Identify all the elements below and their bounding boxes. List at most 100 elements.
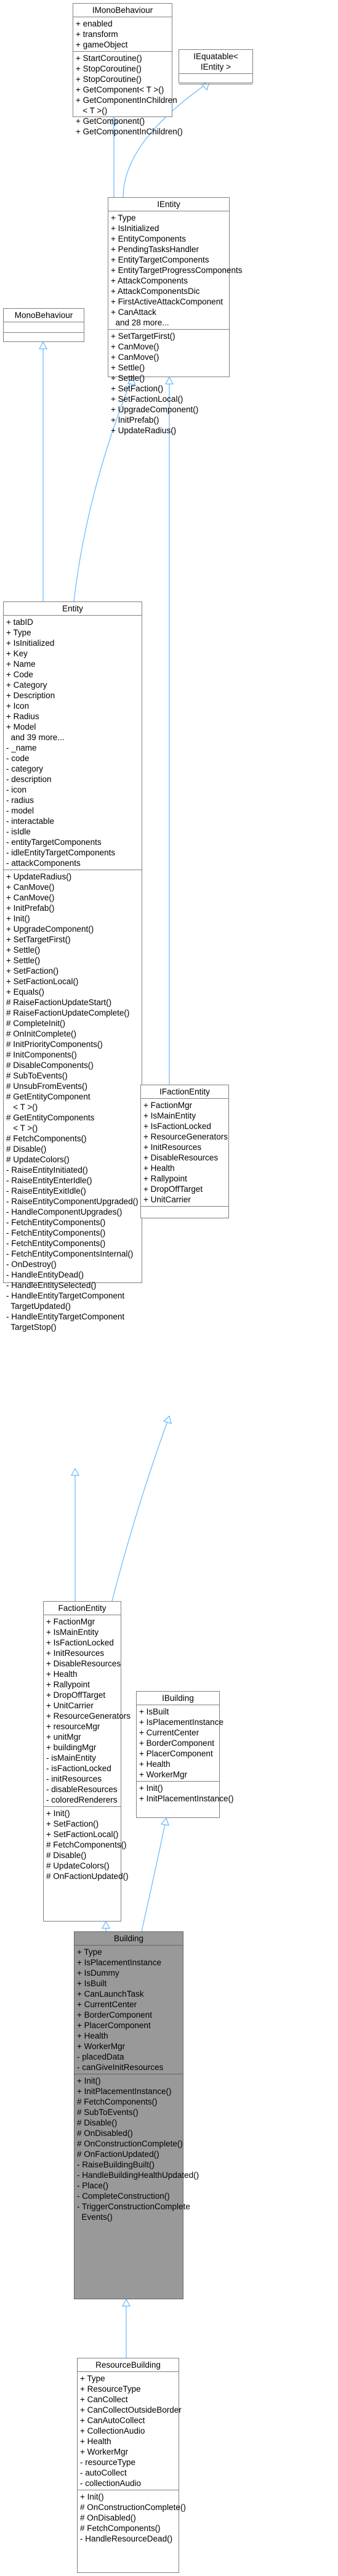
class-member[interactable]: + Type [6,628,31,637]
class-member[interactable]: - isFactionLocked [46,1764,111,1773]
class-member[interactable]: + BorderComponent [139,1738,214,1748]
class-member[interactable]: + IsBuilt [77,1979,107,1988]
class-member[interactable]: # DisableComponents() [6,1061,94,1070]
class-member[interactable]: - interactable [6,817,55,826]
class-iequatable[interactable]: IEquatable< IEntity > [179,49,253,84]
class-member[interactable]: + GetComponentInChildren() [76,127,183,136]
class-member[interactable]: - HandleBuildingHealthUpdated() [77,2170,199,2180]
class-member[interactable]: + buildingMgr [46,1743,97,1752]
class-member[interactable]: + IsPlacementInstance [77,1958,161,1967]
class-member[interactable]: + Health [77,2031,108,2040]
class-member[interactable]: - autoCollect [80,2468,127,2477]
class-member[interactable]: + SetTargetFirst() [111,332,175,341]
class-member[interactable]: - HandleEntityDead() [6,1270,84,1279]
class-member[interactable]: # FetchComponents() [77,2097,158,2106]
class-member[interactable]: - TriggerConstructionComplete Events() [77,2202,190,2222]
class-member[interactable]: + Health [139,1759,171,1769]
class-member[interactable]: + FactionMgr [143,1101,193,1110]
class-member[interactable]: + IsFactionLocked [143,1122,211,1131]
class-member[interactable]: + Rallypoint [143,1174,187,1183]
class-member[interactable]: + StartCoroutine() [76,54,142,63]
class-member[interactable]: - HandleComponentUpgrades() [6,1207,123,1217]
class-member[interactable]: + AttackComponents [111,276,188,285]
class-member[interactable]: # UpdateColors() [46,1861,110,1870]
class-member[interactable]: + Settle() [111,373,145,383]
class-member[interactable]: + Type [77,1947,102,1957]
class-member[interactable]: + WorkerMgr [139,1770,188,1779]
class-member[interactable]: # OnDisabled() [77,2129,133,2138]
class-member[interactable]: + Init() [46,1809,70,1818]
class-member[interactable]: + CurrentCenter [77,2000,137,2009]
class-member[interactable]: + Type [80,2374,105,2383]
class-member[interactable]: + Description [6,691,55,700]
class-member[interactable]: and 39 more... [6,733,65,742]
class-member[interactable]: + CanLaunchTask [77,1989,144,1999]
class-member[interactable]: + CanMove() [6,893,55,902]
class-member[interactable]: and 28 more... [111,318,169,327]
class-member[interactable]: # InitComponents() [6,1050,77,1059]
class-member[interactable]: - attackComponents [6,858,81,868]
class-member[interactable]: + SetFactionLocal() [111,394,183,404]
class-member[interactable]: + Init() [139,1783,163,1793]
class-member[interactable]: + PlacerComponent [77,2021,151,2030]
class-member[interactable]: # Disable() [6,1144,47,1154]
class-building[interactable]: Building + Type + IsPlacementInstance + Is… [74,1931,199,2299]
class-member[interactable]: # OnDisabled() [80,2513,136,2522]
class-member[interactable]: + DropOffTarget [143,1184,203,1194]
class-member[interactable]: - initResources [46,1774,102,1783]
class-member[interactable]: - radius [6,796,34,805]
class-member[interactable]: + GetComponent< T >() [76,85,164,94]
class-member[interactable]: + GetComponent() [76,116,145,126]
class-member[interactable]: + Health [143,1164,175,1173]
class-member[interactable]: + UpgradeComponent() [111,405,199,414]
class-member[interactable]: - RaiseEntityInitiated() [6,1165,88,1175]
class-member[interactable]: + Init() [6,914,30,923]
class-member[interactable]: + Name [6,659,36,669]
class-member[interactable]: + SetTargetFirst() [6,935,71,944]
class-member[interactable]: - HandleEntitySelected() [6,1281,97,1290]
class-ifactionentity[interactable]: IFactionEntity + FactionMgr + IsMainEntit… [140,1085,229,1218]
class-member[interactable]: - entityTargetComponents [6,838,102,847]
class-monobehaviour[interactable]: MonoBehaviour [3,308,84,342]
class-member[interactable]: + Equals() [6,987,44,997]
class-member[interactable]: + Health [46,1669,78,1679]
class-member[interactable]: - coloredRenderers [46,1795,118,1804]
class-member[interactable]: + UnitCarrier [143,1195,191,1204]
class-member[interactable]: - isIdle [6,827,31,836]
class-member[interactable]: + WorkerMgr [77,2042,126,2051]
class-member[interactable]: - description [6,775,52,784]
class-member[interactable]: + WorkerMgr [80,2447,129,2456]
class-member[interactable]: + ResourceGenerators [143,1132,228,1141]
class-member[interactable]: + IsMainEntity [143,1111,196,1120]
class-member[interactable]: + ResourceType [80,2384,141,2394]
class-member[interactable]: - model [6,806,34,815]
class-member[interactable]: + SetFaction() [6,966,59,976]
class-member[interactable]: # OnConstructionComplete() [80,2503,186,2512]
class-member[interactable]: - category [6,764,44,773]
class-member[interactable]: + StopCoroutine() [76,75,142,84]
class-member[interactable]: - RaiseEntityComponentUpgraded() [6,1197,139,1206]
class-ientity[interactable]: IEntity + Type + IsInitialized + EntityCom… [108,197,242,435]
class-member[interactable]: + PlacerComponent [139,1749,213,1758]
class-member[interactable]: + CurrentCenter [139,1728,199,1737]
class-member[interactable]: + Icon [6,701,30,711]
class-member[interactable]: + InitPlacementInstance() [139,1794,234,1803]
class-member[interactable]: + Settle() [6,945,41,955]
class-member[interactable]: + InitPrefab() [6,903,55,913]
class-member[interactable]: - disableResources [46,1785,118,1794]
class-member[interactable]: - FetchEntityComponents() [6,1228,106,1237]
class-member[interactable]: - _name [6,743,37,752]
class-member[interactable]: + Model [6,722,36,732]
class-member[interactable]: - canGiveInitResources [77,2063,164,2072]
class-member[interactable]: + InitResources [143,1143,202,1152]
class-member[interactable]: + Rallypoint [46,1680,90,1689]
class-member[interactable]: # UpdateColors() [6,1155,70,1164]
class-member[interactable]: + EntityTargetComponents [111,255,209,264]
class-member[interactable]: + enabled [76,19,113,28]
class-member[interactable]: + resourceMgr [46,1722,100,1731]
class-member[interactable]: - CompleteConstruction() [77,2191,170,2201]
class-member[interactable]: + InitPrefab() [111,415,159,425]
class-member[interactable]: # FetchComponents() [6,1134,87,1143]
class-member[interactable]: + Settle() [111,363,145,372]
class-member[interactable]: # RaiseFactionUpdateStart() [6,998,112,1007]
